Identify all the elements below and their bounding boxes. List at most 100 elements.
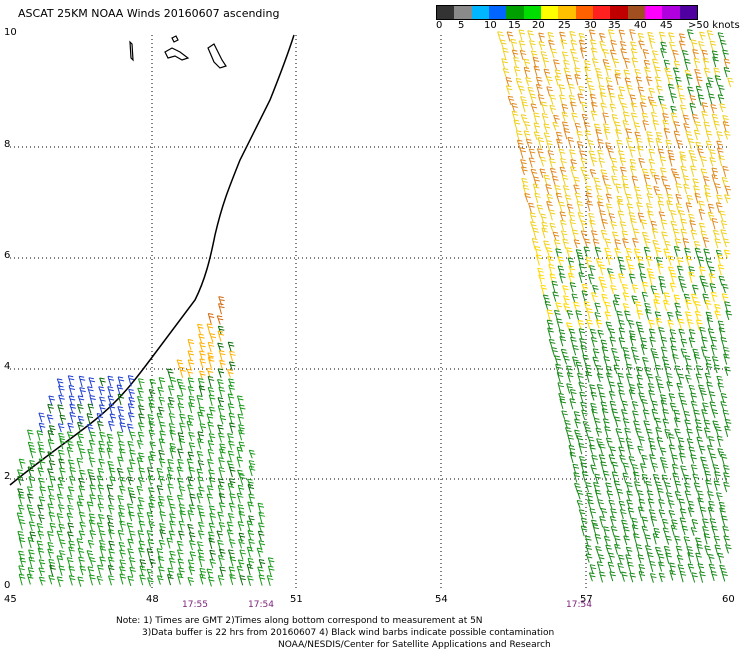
wind-barb bbox=[148, 502, 155, 514]
wind-barb bbox=[654, 247, 662, 258]
wind-barb bbox=[663, 248, 670, 259]
wind-barb bbox=[657, 487, 664, 500]
x-tick-54: 54 bbox=[435, 594, 448, 605]
wind-barb bbox=[138, 413, 145, 425]
wind-barb bbox=[97, 421, 104, 432]
wind-barb bbox=[618, 337, 626, 349]
wind-barb bbox=[686, 428, 693, 439]
wind-barb bbox=[511, 102, 518, 113]
wind-barb bbox=[630, 217, 637, 230]
wind-barb bbox=[685, 255, 693, 267]
wind-barb bbox=[597, 149, 604, 160]
wind-barb bbox=[659, 156, 667, 167]
wind-barb bbox=[589, 328, 597, 338]
wind-barb bbox=[610, 39, 617, 51]
note-line-1: Note: 1) Times are GMT 2)Times along bot… bbox=[116, 616, 483, 626]
wind-barb bbox=[157, 501, 165, 513]
wind-barb bbox=[216, 530, 224, 540]
wind-barb bbox=[189, 551, 197, 561]
wind-barb bbox=[541, 112, 549, 124]
wind-barb bbox=[724, 185, 732, 195]
wind-barb bbox=[258, 511, 266, 524]
wind-barb bbox=[196, 450, 204, 461]
wind-barb bbox=[609, 571, 616, 582]
wind-barb bbox=[559, 211, 567, 222]
wind-barb bbox=[513, 119, 521, 131]
wind-barb bbox=[597, 499, 604, 510]
wind-barb bbox=[98, 458, 105, 468]
wind-barb bbox=[579, 391, 586, 403]
wind-barb bbox=[580, 230, 588, 240]
wind-barb bbox=[36, 522, 44, 533]
wind-barb bbox=[89, 574, 96, 586]
wind-barb bbox=[694, 192, 702, 204]
wind-barb bbox=[248, 449, 256, 459]
wind-barb bbox=[585, 544, 592, 555]
wind-barb bbox=[632, 471, 640, 482]
wind-barb bbox=[654, 364, 662, 376]
wind-barb bbox=[717, 382, 725, 393]
wind-barb bbox=[632, 237, 639, 248]
wind-barb bbox=[67, 459, 75, 469]
wind-barb bbox=[537, 137, 545, 149]
wind-barb bbox=[614, 239, 621, 251]
wind-barb bbox=[218, 303, 225, 315]
wind-barb bbox=[518, 40, 526, 52]
wind-barb bbox=[650, 348, 657, 358]
wind-barb bbox=[664, 482, 671, 493]
wind-barb bbox=[528, 202, 535, 214]
wind-barb bbox=[652, 533, 660, 545]
wind-barb bbox=[652, 119, 660, 131]
wind-barb bbox=[208, 433, 216, 443]
wind-barb bbox=[502, 67, 510, 78]
wind-barb bbox=[633, 248, 641, 259]
wind-barb bbox=[88, 439, 96, 450]
wind-barb bbox=[68, 546, 75, 558]
wind-barb bbox=[137, 497, 145, 507]
wind-barb bbox=[541, 227, 549, 239]
wind-barb bbox=[651, 227, 659, 240]
wind-barb bbox=[647, 96, 655, 106]
wind-barb bbox=[246, 563, 254, 576]
wind-barb bbox=[573, 239, 581, 249]
wind-barb bbox=[618, 273, 625, 284]
wind-barb bbox=[555, 192, 563, 204]
wind-barb bbox=[543, 123, 551, 133]
wind-barb bbox=[545, 184, 552, 195]
wind-barb bbox=[625, 437, 633, 449]
wind-barb bbox=[566, 247, 573, 259]
wind-barb bbox=[554, 75, 562, 86]
wind-barb bbox=[674, 480, 682, 492]
wind-barb bbox=[609, 103, 617, 113]
wind-barb bbox=[622, 526, 630, 538]
wind-barb bbox=[188, 466, 195, 478]
wind-barb bbox=[551, 280, 559, 293]
wind-barb bbox=[699, 506, 707, 518]
wind-barb bbox=[569, 398, 576, 410]
wind-barb bbox=[698, 445, 706, 455]
wind-barb bbox=[625, 255, 633, 267]
wind-barb bbox=[630, 102, 638, 113]
wind-barb bbox=[550, 48, 558, 59]
wind-barb bbox=[137, 530, 145, 542]
wind-barb bbox=[693, 409, 700, 421]
wind-barb bbox=[578, 456, 586, 466]
wind-barb bbox=[700, 456, 707, 466]
wind-barb bbox=[727, 77, 734, 88]
wind-barb bbox=[664, 240, 671, 250]
wind-barb bbox=[139, 574, 146, 586]
wind-barb bbox=[687, 86, 694, 97]
wind-barb bbox=[66, 431, 74, 441]
wind-barb bbox=[169, 429, 176, 441]
wind-barb bbox=[724, 194, 731, 204]
wind-barb bbox=[567, 136, 575, 149]
wind-barb bbox=[537, 94, 545, 106]
wind-barb bbox=[187, 523, 194, 533]
wind-barb bbox=[704, 470, 711, 482]
wind-barb bbox=[704, 545, 711, 556]
wind-barb bbox=[666, 381, 673, 392]
wind-barb bbox=[26, 486, 34, 496]
wind-barb bbox=[673, 245, 681, 257]
wind-barb bbox=[705, 130, 713, 141]
wind-barb bbox=[58, 432, 65, 443]
